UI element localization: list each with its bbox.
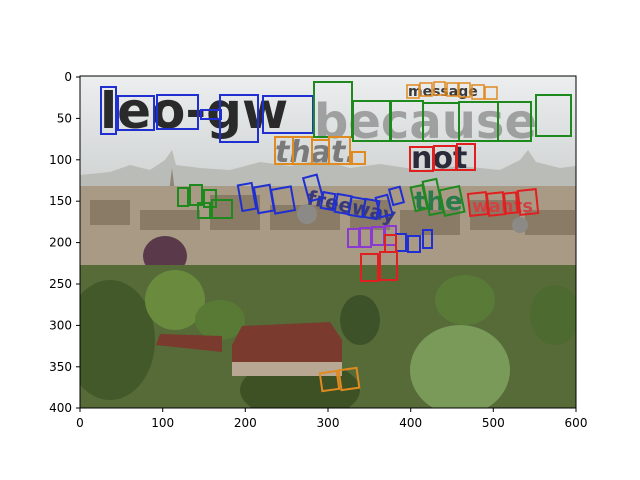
y-tick-label: 100 — [49, 153, 72, 167]
word-box-group-wants — [466, 188, 540, 217]
word-overlays: leo-gw because message — [100, 81, 572, 393]
tree-canopies — [80, 270, 576, 408]
overlay-word-leo-gw: leo-gw — [100, 82, 288, 140]
red-roof-building — [232, 322, 342, 362]
y-tick-label: 400 — [49, 401, 72, 415]
y-tick-label: 0 — [64, 70, 72, 84]
red-roof-building-wall — [232, 362, 342, 376]
word-box-group-orange-bottom — [318, 366, 361, 393]
x-tick-label: 600 — [565, 416, 588, 430]
word-box-group-red-small — [360, 234, 398, 282]
y-tick-label: 350 — [49, 360, 72, 374]
x-tick-label: 400 — [399, 416, 422, 430]
word-box-group-not — [409, 143, 476, 172]
x-tick-label: 200 — [234, 416, 257, 430]
y-axis: 0 50 100 150 200 250 300 350 400 — [49, 70, 80, 415]
word-box-group-message — [406, 81, 498, 100]
y-tick-label: 200 — [49, 236, 72, 250]
distant-skyline — [80, 150, 576, 190]
x-tick-label: 0 — [76, 416, 84, 430]
red-roof-building-left — [156, 334, 222, 352]
word-box-group-freeway — [236, 173, 406, 221]
word-box-group-left-green — [177, 184, 233, 219]
word-box-group-leo-gw — [100, 86, 314, 143]
dome — [512, 217, 528, 233]
y-tick-label: 250 — [49, 277, 72, 291]
x-tick-label: 500 — [482, 416, 505, 430]
y-tick-label: 300 — [49, 318, 72, 332]
x-axis: 0 100 200 300 400 500 600 — [76, 408, 587, 430]
x-tick-label: 300 — [317, 416, 340, 430]
x-tick-label: 100 — [151, 416, 174, 430]
word-box-group-that — [274, 136, 366, 165]
word-box-group-the — [409, 177, 466, 217]
y-tick-label: 150 — [49, 194, 72, 208]
word-box-group-blue-small — [395, 229, 433, 253]
y-tick-label: 50 — [57, 111, 72, 125]
word-box-group-because — [313, 81, 572, 142]
dome — [297, 204, 317, 224]
